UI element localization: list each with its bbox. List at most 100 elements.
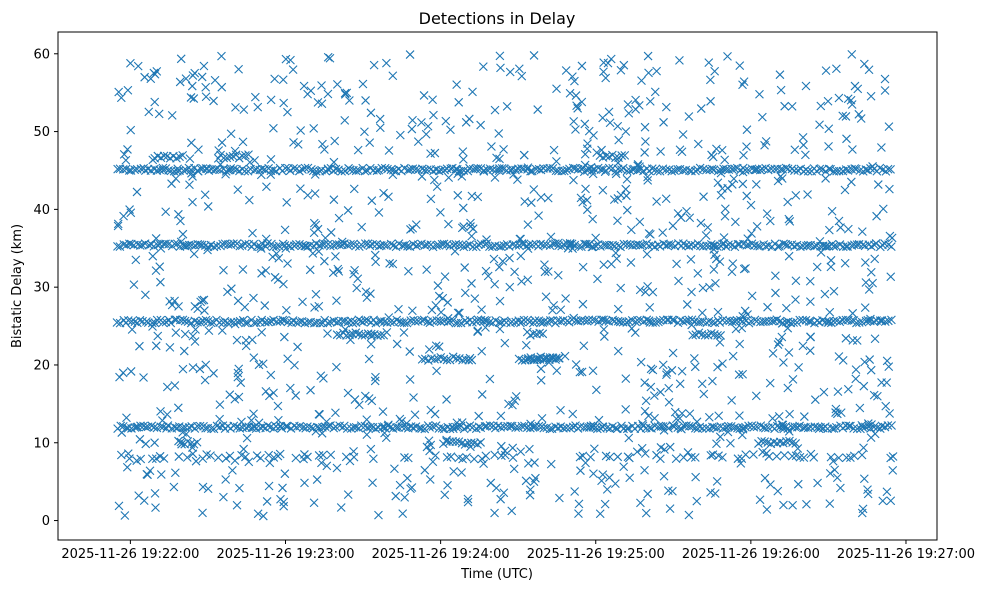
x-axis-label: Time (UTC) [460,567,533,582]
data-point [783,383,793,393]
data-point [402,473,412,483]
data-point [735,339,745,349]
data-point [129,280,139,290]
data-point [264,391,274,401]
data-point [242,433,252,443]
data-point [230,394,240,404]
data-point [749,450,758,459]
data-point [186,138,196,148]
data-point [156,470,166,479]
x-tick-label: 2025-11-26 19:26:00 [682,547,820,562]
data-point [640,465,649,475]
data-point [509,464,519,474]
data-point [673,209,683,218]
data-point [404,266,413,276]
data-point [496,494,506,504]
data-point [574,499,584,509]
data-point [269,388,278,398]
data-point [309,123,319,133]
data-point [131,255,141,265]
data-point [882,487,892,497]
data-point [462,453,471,462]
data-point [869,390,879,400]
data-point [201,92,211,102]
data-point [643,176,653,185]
data-point [821,66,831,75]
data-point [675,145,685,155]
data-point [777,174,787,183]
data-point [678,130,688,139]
data-point [649,391,659,400]
data-point [742,191,752,201]
data-point [398,509,408,519]
data-point [366,108,376,118]
data-point [861,316,871,326]
data-point [866,267,876,277]
data-point [664,424,673,433]
data-point [443,298,453,307]
data-point [233,372,243,382]
data-point [177,439,186,449]
data-point [258,359,268,369]
data-point [671,454,681,464]
data-point [454,97,464,107]
data-point [273,401,283,411]
data-point [468,317,477,327]
data-point [739,264,749,274]
data-point [565,88,575,98]
data-point [641,508,651,518]
data-point [300,478,309,488]
data-point [171,328,181,338]
data-point [159,454,169,463]
data-point [422,265,432,275]
data-point [331,164,341,174]
data-point [209,368,218,378]
data-point [490,508,499,518]
data-point [720,211,730,221]
data-point [584,240,593,250]
data-point [403,241,412,251]
data-point [840,185,850,195]
data-point [203,202,213,211]
data-point [604,107,614,117]
data-point [552,84,561,94]
data-point [697,308,707,318]
x-tick-label: 2025-11-26 19:25:00 [527,547,665,562]
data-point [442,452,452,462]
data-point [575,452,585,462]
data-point [538,329,548,339]
data-point [635,240,645,250]
data-point [820,289,830,299]
data-point [842,453,851,462]
data-point [581,239,591,249]
data-point [597,145,606,155]
data-point [819,387,829,397]
data-point [773,486,783,496]
data-point [497,163,507,173]
data-point [668,348,678,358]
data-point [859,381,869,391]
data-point [665,504,675,513]
data-point [785,409,794,419]
data-point [863,489,873,499]
data-point [432,366,441,376]
data-point [261,234,271,244]
data-point [468,242,478,252]
data-point [431,451,440,460]
data-point [693,268,703,278]
data-point [752,221,762,231]
data-point [876,143,886,152]
data-point [806,332,815,342]
data-point [443,480,452,490]
data-point [594,415,604,425]
data-point [330,136,340,146]
data-point [836,223,845,232]
data-point [340,325,350,334]
data-point [815,236,825,246]
data-point [156,244,166,253]
data-point [112,318,122,327]
data-point [581,184,590,194]
data-point [847,241,857,250]
data-point [687,320,697,330]
data-point [200,375,210,385]
